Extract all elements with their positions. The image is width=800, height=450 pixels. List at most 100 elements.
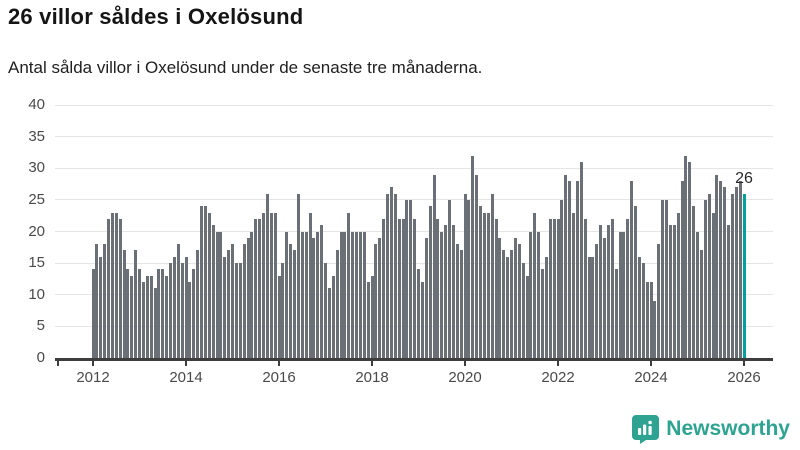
bar xyxy=(661,199,665,358)
bar xyxy=(587,256,591,358)
bar xyxy=(455,244,459,358)
x-axis-tick-2020 xyxy=(464,361,466,366)
newsworthy-logo: Newsworthy xyxy=(632,414,790,444)
bar xyxy=(258,218,262,358)
bar-highlighted-latest xyxy=(742,193,746,358)
bar xyxy=(428,206,432,358)
bar xyxy=(665,199,668,358)
bar xyxy=(482,212,486,358)
bar xyxy=(242,244,246,358)
bar xyxy=(715,174,719,358)
bar xyxy=(696,231,699,358)
bar xyxy=(471,155,475,358)
x-axis-label-2024: 2024 xyxy=(634,369,668,386)
bar xyxy=(703,199,707,358)
bar xyxy=(556,218,560,358)
x-axis-tick-2016 xyxy=(278,361,280,366)
bar xyxy=(227,250,231,358)
y-axis-label-35: 35 xyxy=(28,127,45,145)
bar xyxy=(138,269,141,358)
bar xyxy=(103,244,107,358)
bar xyxy=(517,244,521,358)
bar xyxy=(351,231,355,358)
bar xyxy=(238,263,242,358)
bar xyxy=(699,250,703,358)
bar xyxy=(285,231,289,358)
bar xyxy=(114,212,118,358)
bar xyxy=(672,225,676,358)
bar xyxy=(436,218,440,358)
bar xyxy=(610,218,614,358)
x-axis-line xyxy=(55,358,773,361)
bar xyxy=(401,218,405,358)
bar xyxy=(417,269,420,358)
bar xyxy=(327,288,331,358)
y-axis-label-25: 25 xyxy=(28,190,45,208)
bar xyxy=(599,225,603,358)
bar xyxy=(339,231,343,358)
bar xyxy=(448,199,451,358)
bar xyxy=(502,250,506,358)
bar xyxy=(145,275,149,358)
bar xyxy=(510,250,513,358)
bar xyxy=(637,256,641,358)
bar xyxy=(393,193,397,358)
bar xyxy=(479,206,482,358)
bar xyxy=(219,231,223,358)
bar xyxy=(525,275,529,358)
bar xyxy=(300,231,304,358)
bar xyxy=(560,199,564,358)
bar xyxy=(684,155,688,358)
bar xyxy=(126,269,130,358)
x-axis-label-2014: 2014 xyxy=(169,369,203,386)
bar xyxy=(723,187,727,358)
bar xyxy=(200,206,203,358)
bar xyxy=(374,244,378,358)
x-axis-label-2022: 2022 xyxy=(541,369,575,386)
bar xyxy=(149,275,153,358)
bar xyxy=(203,206,207,358)
x-axis-tick-2014 xyxy=(185,361,187,366)
y-axis-label-5: 5 xyxy=(36,317,45,335)
chart-subtitle: Antal sålda villor i Oxelösund under de … xyxy=(8,58,483,77)
bar xyxy=(188,282,192,358)
bar xyxy=(490,193,494,358)
bar xyxy=(234,263,238,358)
bar xyxy=(544,256,548,358)
bar xyxy=(362,231,366,358)
bar xyxy=(622,231,626,358)
bar xyxy=(265,193,269,358)
x-axis-tick-2018 xyxy=(371,361,373,366)
bar xyxy=(413,218,417,358)
bar xyxy=(312,237,316,358)
bar xyxy=(711,212,715,358)
bar xyxy=(579,161,583,358)
bar xyxy=(653,301,657,358)
bar xyxy=(475,174,479,358)
bar xyxy=(262,212,265,358)
bar xyxy=(110,212,114,358)
bar xyxy=(405,199,409,358)
bar xyxy=(409,199,413,358)
bar xyxy=(122,250,126,358)
bar xyxy=(118,218,122,358)
bar xyxy=(180,263,184,358)
bar xyxy=(231,244,234,358)
bar xyxy=(207,212,211,358)
bar xyxy=(196,250,200,358)
bar xyxy=(603,237,606,358)
bar xyxy=(215,231,219,358)
x-axis-label-2020: 2020 xyxy=(448,369,482,386)
bar xyxy=(618,231,622,358)
bar xyxy=(281,263,285,358)
bar xyxy=(649,282,653,358)
gridline-y-40 xyxy=(55,104,773,106)
bar xyxy=(486,212,490,358)
bar xyxy=(141,282,145,358)
bar xyxy=(575,180,579,358)
bar xyxy=(498,237,502,358)
bar xyxy=(324,263,327,358)
bar xyxy=(626,218,630,358)
bar xyxy=(153,288,157,358)
bar xyxy=(331,275,335,358)
